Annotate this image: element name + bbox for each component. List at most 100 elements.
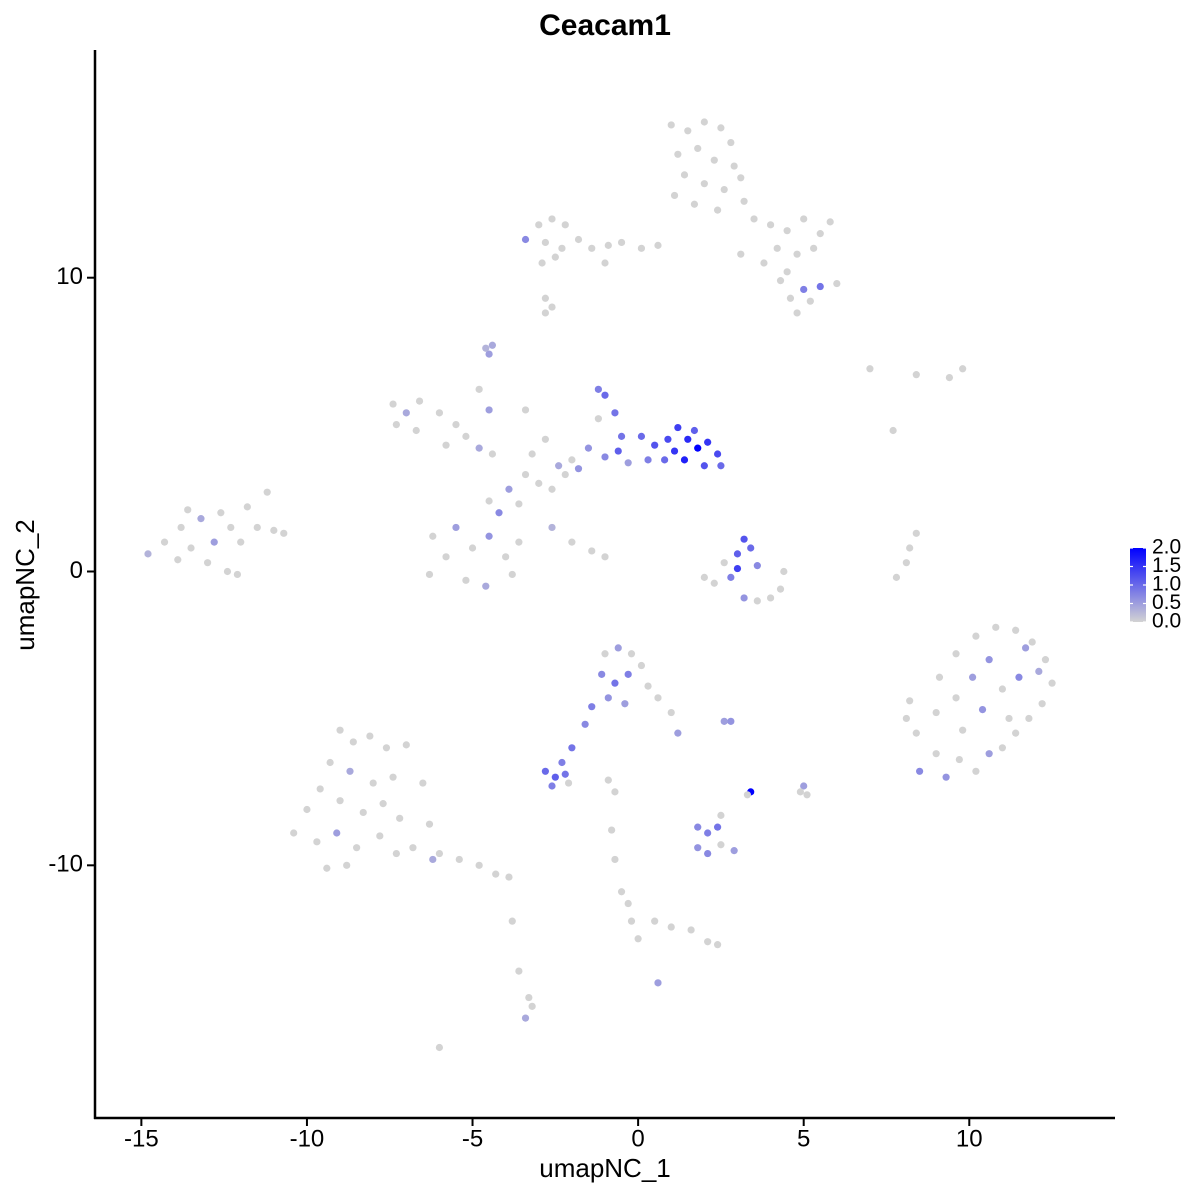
cell-point (1021, 644, 1030, 652)
cell-point (935, 673, 944, 681)
color-bar-label: 0.0 (1152, 610, 1181, 633)
cell-point (667, 121, 675, 129)
cell-point (551, 253, 559, 261)
cell-point (800, 215, 808, 223)
cell-point (998, 685, 1007, 693)
color-bar (1130, 548, 1146, 622)
cell-point (624, 899, 632, 908)
cell-point (482, 344, 490, 352)
cell-point (521, 406, 530, 414)
cell-point (611, 788, 619, 796)
cell-point (343, 861, 351, 869)
cell-point (485, 406, 493, 414)
cell-point (783, 268, 791, 276)
x-tick-label: 5 (797, 1125, 810, 1152)
cell-point (912, 729, 920, 737)
cell-point (435, 849, 444, 858)
cell-point (680, 171, 689, 179)
cell-point (978, 706, 987, 714)
cell-point (541, 238, 549, 247)
cell-point (475, 444, 483, 452)
cell-point (396, 814, 404, 822)
cell-point (651, 917, 659, 925)
cell-point (280, 529, 288, 537)
cell-point (508, 570, 516, 579)
cell-point (816, 230, 824, 238)
cell-point (505, 485, 513, 493)
x-tick-label: -5 (462, 1125, 483, 1152)
cell-point (713, 823, 722, 831)
cell-point (644, 682, 652, 690)
cell-point (614, 447, 622, 455)
cell-point (1041, 656, 1050, 664)
cell-point (574, 465, 583, 473)
cell-point (336, 726, 344, 734)
cell-point (482, 582, 490, 590)
cell-point (720, 185, 728, 194)
cell-point (561, 470, 569, 479)
cell-point (594, 415, 602, 423)
cell-point (508, 917, 516, 925)
cell-point (704, 849, 712, 858)
cell-point (614, 644, 622, 652)
cell-point (892, 573, 901, 581)
cell-point (740, 197, 748, 205)
cell-point (684, 127, 692, 135)
cell-point (177, 523, 185, 532)
cell-point (617, 432, 626, 440)
cell-point (455, 855, 463, 864)
cell-point (637, 244, 646, 252)
cell-point (737, 174, 745, 182)
cell-point (654, 694, 662, 702)
cell-point (349, 738, 357, 746)
cell-point (667, 708, 675, 717)
cell-point (210, 538, 218, 546)
cell-point (826, 218, 834, 226)
cell-point (942, 773, 950, 781)
cell-point (661, 456, 669, 464)
cell-point (548, 485, 556, 493)
cell-point (793, 309, 801, 317)
cell-point (713, 450, 722, 458)
cell-point (223, 567, 232, 576)
cell-point (353, 844, 361, 852)
cell-point (968, 673, 977, 681)
cell-point (985, 656, 993, 664)
cell-point (429, 855, 437, 864)
cell-point (359, 808, 367, 817)
cell-point (568, 538, 576, 546)
cell-point (733, 564, 742, 573)
cell-point (717, 811, 725, 819)
chart-title: Ceacam1 (539, 9, 671, 42)
cell-point (1012, 729, 1020, 737)
cell-point (747, 544, 755, 552)
x-axis-label: umapNC_1 (539, 1153, 671, 1183)
cell-point (366, 732, 374, 740)
cell-point (1012, 626, 1020, 634)
cell-point (184, 506, 192, 514)
cell-point (959, 365, 967, 373)
cell-point (889, 426, 897, 435)
cell-point (535, 221, 543, 229)
cell-point (667, 923, 675, 931)
cell-point (601, 391, 609, 399)
cell-point (604, 241, 612, 249)
cell-point (452, 523, 460, 532)
cell-point (733, 550, 742, 558)
cell-point (912, 529, 920, 537)
cell-point (488, 341, 497, 349)
cell-point (541, 435, 549, 443)
cell-point (611, 679, 619, 687)
cell-point (932, 708, 940, 717)
cell-point (558, 758, 566, 767)
cell-point (906, 544, 914, 552)
cell-point (796, 788, 804, 796)
cell-point (548, 782, 556, 790)
cell-point (637, 661, 646, 670)
cell-point (793, 250, 801, 258)
cell-point (402, 409, 410, 417)
cell-point (389, 773, 397, 781)
cell-point (290, 829, 298, 837)
cell-point (727, 717, 735, 725)
